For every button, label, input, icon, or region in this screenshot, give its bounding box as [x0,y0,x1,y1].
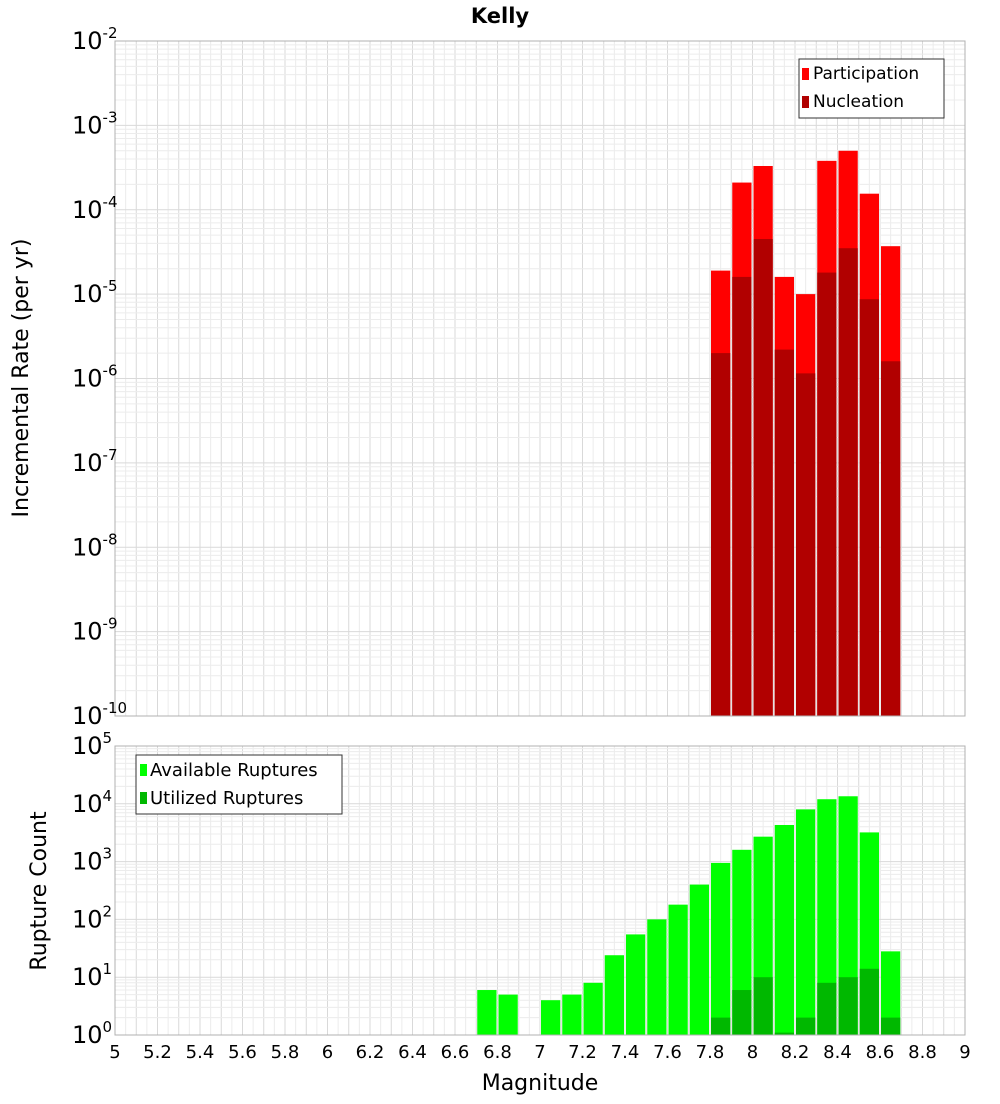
utilized-ruptures-bar [838,977,858,1035]
available-ruptures-bar [604,955,624,1035]
x-tick-label: 6 [322,1042,333,1063]
x-tick-label: 5.8 [271,1042,300,1063]
y-tick-label: 10-5 [72,277,118,308]
x-tick-label: 7.6 [653,1042,682,1063]
rate-gridlines [115,41,965,717]
y-tick-label: 10-3 [72,108,118,139]
x-tick-label: 7.8 [696,1042,725,1063]
nucleation-bar [859,299,879,716]
y-tick-label: 10-8 [72,530,118,561]
rate-legend: Participation Nucleation [798,58,945,119]
nucleation-bar [817,272,837,716]
x-tick-label: 8.2 [781,1042,810,1063]
y-tick-label: 10-2 [72,24,118,55]
rate-legend-box [798,58,945,119]
chart-title: Kelly [471,4,530,28]
nucleation-bar [796,373,816,716]
y-tick-label: 103 [72,845,112,876]
nucleation-bar [732,276,752,716]
x-tick-label: 5.6 [228,1042,257,1063]
available-ruptures-bar [711,862,731,1035]
rate-panel: 10-2 10-3 10-4 10-5 10-6 10-7 10-8 10-9 10-10 In… [9,24,966,730]
x-tick-label: 8.4 [823,1042,852,1063]
count-y-ticks: 105 104 103 102 101 100 [72,729,112,1049]
available-ruptures-bar [796,809,816,1035]
x-tick-label: 8.6 [866,1042,895,1063]
y-tick-label: 10-7 [72,446,118,477]
available-ruptures-bar [881,951,901,1035]
rate-bars [711,150,901,717]
available-ruptures-bar [583,982,603,1035]
count-y-axis-label: Rupture Count [27,811,52,971]
utilized-ruptures-bar [711,1017,731,1035]
x-tick-label: 6.6 [441,1042,470,1063]
count-legend: Available Ruptures Utilized Ruptures [135,754,343,815]
x-axis-label: Magnitude [482,1071,599,1096]
x-tick-label: 6.4 [398,1042,427,1063]
utilized-ruptures-bar [881,1017,901,1035]
x-tick-label: 6.2 [356,1042,385,1063]
y-tick-label: 100 [72,1018,112,1049]
nucleation-bar [838,248,858,717]
available-ruptures-bar [817,799,837,1035]
available-legend-label: Available Ruptures [150,760,318,781]
nucleation-bar [881,361,901,716]
x-tick-label: 7.4 [611,1042,640,1063]
x-tick-label: 9 [959,1042,970,1063]
available-ruptures-bar [838,796,858,1035]
count-plot-frame [114,745,966,1036]
utilized-ruptures-bar [753,977,773,1035]
available-ruptures-bar [541,1000,561,1035]
available-ruptures-bar [477,990,497,1035]
x-tick-label: 7.2 [568,1042,597,1063]
utilized-legend-label: Utilized Ruptures [150,788,303,809]
available-ruptures-bar [732,849,752,1035]
available-ruptures-bar [689,884,709,1035]
count-panel: 105 104 103 102 101 100 Rupture Count Availab… [27,729,966,1049]
rate-y-ticks: 10-2 10-3 10-4 10-5 10-6 10-7 10-8 10-9 10-10 [72,24,127,730]
x-tick-label: 6.8 [483,1042,512,1063]
y-tick-label: 10-6 [72,362,118,393]
y-tick-label: 105 [72,729,112,760]
participation-legend-swatch [802,68,809,80]
available-legend-swatch [140,764,147,776]
y-tick-label: 10-10 [72,699,127,730]
count-legend-box [135,754,343,815]
y-tick-label: 104 [72,787,112,818]
nucleation-legend-label: Nucleation [813,92,904,112]
utilized-ruptures-bar [732,990,752,1035]
nucleation-legend-swatch [802,96,809,108]
available-ruptures-bar [562,994,582,1035]
utilized-legend-swatch [140,792,147,804]
x-tick-label: 5.4 [186,1042,215,1063]
x-tick-label: 8.8 [908,1042,937,1063]
y-tick-label: 10-9 [72,615,118,646]
utilized-ruptures-bar [817,982,837,1035]
x-tick-label: 8 [747,1042,758,1063]
available-ruptures-bar [668,904,688,1035]
x-tick-label: 7 [534,1042,545,1063]
available-ruptures-bar [647,919,667,1035]
x-tick-label: 5.2 [143,1042,172,1063]
x-axis-ticks: 5 5.2 5.4 5.6 5.8 6 6.2 6.4 6.6 6.8 7 7.2 7.4 7.6 7.8 8… [109,1042,970,1063]
available-ruptures-bar [774,824,794,1035]
utilized-ruptures-bar [859,968,879,1035]
y-tick-label: 101 [72,960,112,991]
participation-legend-label: Participation [813,64,919,84]
available-ruptures-bar [626,934,646,1035]
y-tick-label: 102 [72,902,112,933]
nucleation-bar [774,349,794,716]
nucleation-bar [711,353,731,716]
count-bars [477,796,901,1035]
available-ruptures-bar [498,994,518,1035]
nucleation-bar [753,239,773,716]
y-tick-label: 10-4 [72,193,118,224]
x-tick-label: 5 [109,1042,120,1063]
rate-y-axis-label: Incremental Rate (per yr) [9,239,34,518]
rate-plot-frame [114,40,966,717]
utilized-ruptures-bar [796,1017,816,1035]
utilized-ruptures-bar [774,1032,794,1035]
